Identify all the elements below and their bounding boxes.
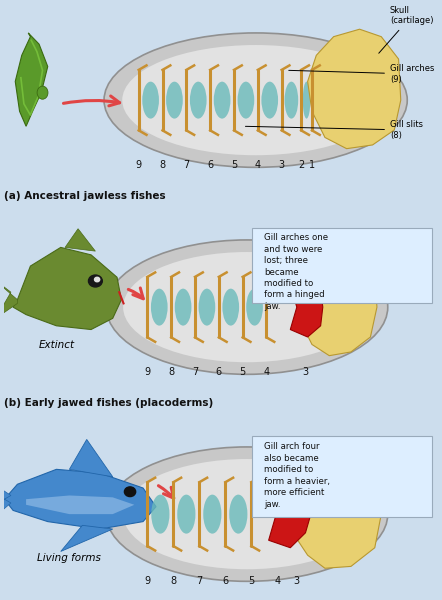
Ellipse shape <box>104 33 407 167</box>
Polygon shape <box>269 477 312 548</box>
Circle shape <box>88 275 102 287</box>
Polygon shape <box>308 29 401 149</box>
Text: 6: 6 <box>207 160 213 170</box>
Polygon shape <box>295 240 377 356</box>
Ellipse shape <box>303 82 310 119</box>
Ellipse shape <box>151 494 169 533</box>
Text: 7: 7 <box>192 367 198 377</box>
Text: Gill slits
(8): Gill slits (8) <box>245 120 423 140</box>
Ellipse shape <box>229 494 248 533</box>
Ellipse shape <box>261 82 278 119</box>
Ellipse shape <box>237 82 254 119</box>
Text: 3: 3 <box>302 367 309 377</box>
Ellipse shape <box>37 86 48 99</box>
Polygon shape <box>286 439 381 568</box>
Ellipse shape <box>177 494 195 533</box>
Ellipse shape <box>246 289 263 326</box>
Polygon shape <box>290 277 323 337</box>
Ellipse shape <box>175 289 191 326</box>
Text: Extinct: Extinct <box>38 340 74 350</box>
Text: 9: 9 <box>136 160 142 170</box>
Ellipse shape <box>166 82 183 119</box>
Text: (a) Ancestral jawless fishes: (a) Ancestral jawless fishes <box>4 191 166 201</box>
Polygon shape <box>15 33 48 126</box>
Text: 6: 6 <box>222 577 229 586</box>
Ellipse shape <box>151 289 168 326</box>
Polygon shape <box>13 247 122 329</box>
Text: 1: 1 <box>309 160 315 170</box>
Circle shape <box>95 277 100 282</box>
Text: 9: 9 <box>144 367 150 377</box>
Text: 4: 4 <box>263 367 270 377</box>
Ellipse shape <box>123 459 371 569</box>
Text: 7: 7 <box>196 577 202 586</box>
Text: 4: 4 <box>274 577 280 586</box>
Text: 3: 3 <box>294 577 300 586</box>
Text: (b) Early jawed fishes (placoderms): (b) Early jawed fishes (placoderms) <box>4 398 213 408</box>
Ellipse shape <box>222 289 239 326</box>
Ellipse shape <box>190 82 206 119</box>
Ellipse shape <box>203 494 221 533</box>
Text: 9: 9 <box>144 577 150 586</box>
Text: 8: 8 <box>160 160 166 170</box>
Polygon shape <box>61 526 113 551</box>
Text: 8: 8 <box>168 367 174 377</box>
Text: 5: 5 <box>240 367 246 377</box>
Ellipse shape <box>106 240 388 374</box>
Text: Skull
(cartilage): Skull (cartilage) <box>379 6 434 53</box>
Polygon shape <box>0 477 11 499</box>
Text: 6: 6 <box>216 367 222 377</box>
Circle shape <box>124 487 136 497</box>
Text: Gill arches
(9): Gill arches (9) <box>289 64 434 84</box>
Text: 4: 4 <box>255 160 261 170</box>
FancyBboxPatch shape <box>252 227 432 302</box>
Ellipse shape <box>123 252 371 362</box>
Text: 7: 7 <box>183 160 190 170</box>
Polygon shape <box>26 496 134 514</box>
Text: 3: 3 <box>278 160 285 170</box>
Ellipse shape <box>285 82 298 119</box>
Text: 5: 5 <box>248 577 255 586</box>
Polygon shape <box>4 469 156 529</box>
Ellipse shape <box>106 447 388 581</box>
FancyBboxPatch shape <box>252 436 432 517</box>
Text: Gill arches one
and two were
lost; three
became
modified to
form a hinged
jaw.: Gill arches one and two were lost; three… <box>264 233 328 311</box>
Ellipse shape <box>142 82 159 119</box>
Ellipse shape <box>214 82 230 119</box>
Text: 8: 8 <box>170 577 176 586</box>
Ellipse shape <box>122 45 389 155</box>
Text: 5: 5 <box>231 160 237 170</box>
Polygon shape <box>0 499 11 526</box>
Ellipse shape <box>198 289 215 326</box>
Polygon shape <box>65 229 95 251</box>
Text: Gill arch four
also became
modified to
form a heavier,
more efficient
jaw.: Gill arch four also became modified to f… <box>264 442 330 509</box>
Text: 2: 2 <box>298 160 304 170</box>
Polygon shape <box>0 277 17 319</box>
Text: Living forms: Living forms <box>38 553 101 563</box>
Polygon shape <box>69 439 113 477</box>
